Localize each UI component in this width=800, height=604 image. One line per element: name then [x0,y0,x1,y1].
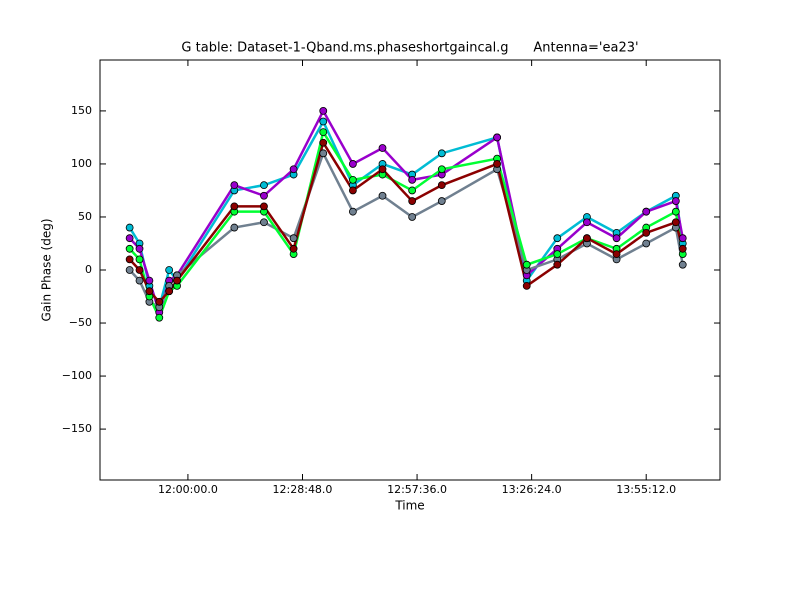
data-point [260,218,268,227]
data-point [671,218,680,227]
data-point [230,181,239,190]
data-point [642,207,651,216]
data-point [125,234,134,243]
y-tick-label: 100 [71,157,92,170]
y-tick-label: 150 [71,104,92,117]
data-point [145,287,154,296]
data-point [289,234,298,243]
data-point [348,207,357,216]
data-point [408,186,417,195]
data-point [678,260,687,269]
data-point [319,149,328,158]
data-point [437,181,446,190]
data-point [348,186,357,195]
series-line [128,139,684,304]
data-point [553,234,562,243]
data-point [230,202,239,211]
y-tick-label: −150 [62,422,92,435]
x-tick-label: 13:26:24.0 [502,483,562,496]
x-axis-label: Time [394,499,424,513]
series-line [128,118,684,311]
data-point [165,287,174,296]
data-point [583,234,591,243]
data-point [437,197,446,205]
data-point [612,250,621,258]
data-point [125,266,134,274]
data-point [408,213,417,221]
data-point [437,165,446,174]
y-tick-label: 0 [85,263,92,276]
data-point [678,234,687,243]
data-point [135,266,144,274]
data-point [522,260,531,269]
data-point [230,223,239,232]
data-point [642,239,651,248]
data-point [289,244,298,253]
data-point [612,234,621,243]
data-point [145,276,154,285]
x-tick-label: 13:55:12.0 [616,483,676,496]
data-point [522,282,531,290]
data-point [319,128,328,137]
data-point [408,175,417,184]
x-tick-label: 12:00:00.0 [158,483,218,496]
data-point [135,255,144,264]
y-axis-label: Gain Phase (deg) [40,218,54,321]
data-point [553,250,562,258]
data-point [378,191,387,200]
data-point [165,266,174,274]
y-tick-label: 50 [78,210,92,223]
data-point [125,255,134,264]
data-point [260,181,268,190]
data-point [642,228,651,237]
y-tick-label: −50 [69,316,92,329]
x-tick-label: 12:28:48.0 [273,483,333,496]
data-point [678,244,687,253]
data-point [260,202,268,211]
data-point [671,207,680,216]
data-point [348,160,357,168]
data-point [173,276,181,285]
data-point [378,165,387,174]
series-line [128,128,684,321]
data-point [289,165,298,174]
data-point [319,107,328,115]
data-point [493,160,501,168]
data-point [155,297,164,306]
data-point [319,138,328,147]
x-tick-label: 12:57:36.0 [387,483,447,496]
data-point [348,175,357,184]
data-point [493,133,501,142]
data-point [125,244,134,253]
y-tick-label: −100 [62,369,92,382]
data-point [155,313,164,322]
data-point [260,191,268,200]
data-point [408,197,417,205]
data-point [319,117,328,126]
data-point [135,244,144,253]
data-point [125,223,134,232]
data-point [553,260,562,269]
chart-title: G table: Dataset-1-Qband.ms.phaseshortga… [181,41,638,56]
data-point [378,144,387,152]
data-point [671,197,680,205]
data-point [437,149,446,158]
data-point [135,276,144,285]
data-point [583,218,591,227]
